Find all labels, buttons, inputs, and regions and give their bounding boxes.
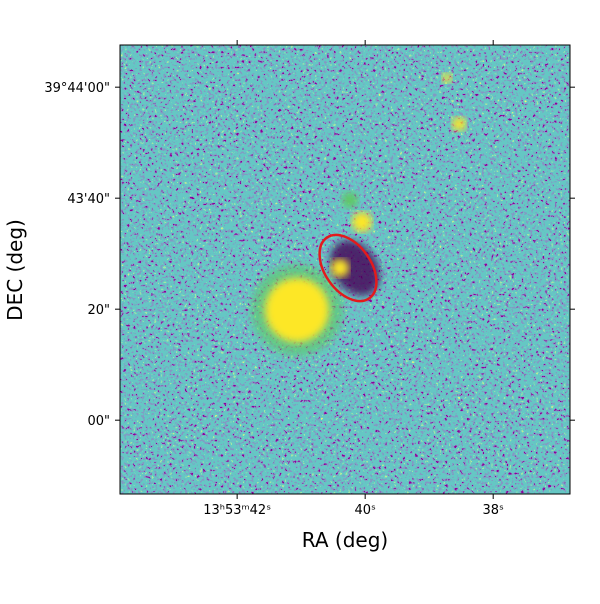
source xyxy=(265,278,329,342)
y-axis-label: DEC (deg) xyxy=(3,219,27,321)
y-tick-label: 20" xyxy=(87,303,110,318)
source xyxy=(342,192,358,208)
source xyxy=(442,73,452,83)
axes-frame xyxy=(119,44,571,495)
x-tick-label: 13ʰ53ᵐ42ˢ xyxy=(203,503,271,518)
source xyxy=(452,117,466,131)
y-tick-label: 00" xyxy=(87,414,110,429)
region-ellipse xyxy=(318,233,378,303)
x-tick-label: 40ˢ xyxy=(354,503,376,518)
y-tick-label: 43'40" xyxy=(67,192,110,207)
source xyxy=(331,259,349,277)
x-tick-label: 38ˢ xyxy=(482,503,504,518)
x-axis-label: RA (deg) xyxy=(302,528,388,552)
source xyxy=(352,212,372,232)
image xyxy=(120,45,570,494)
y-tick-label: 39°44'00" xyxy=(44,81,110,96)
